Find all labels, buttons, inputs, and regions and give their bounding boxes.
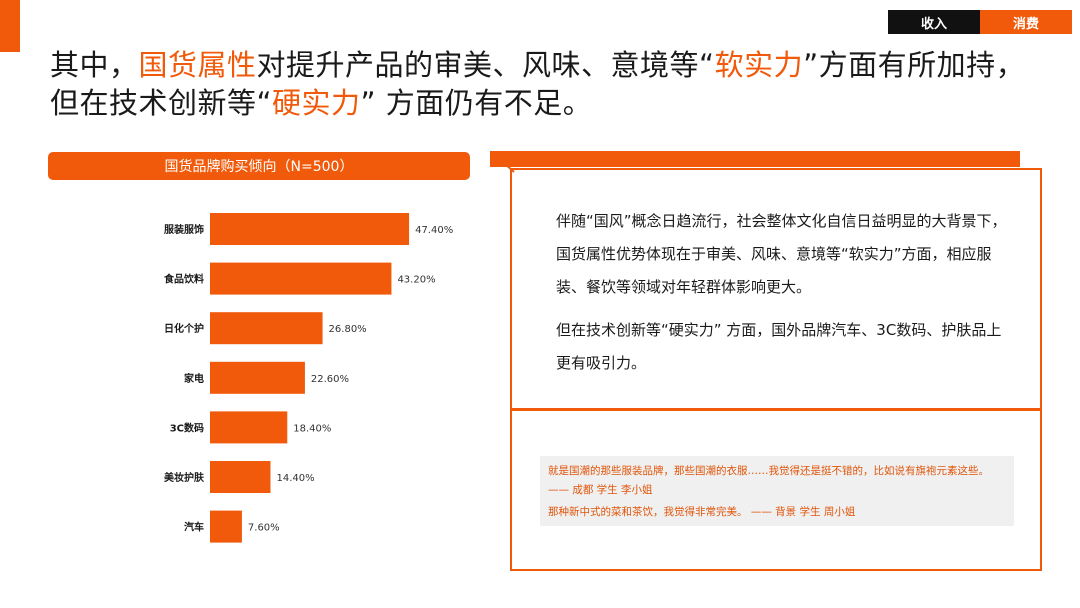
bar-chart: 服装服饰 47.40% 食品饮料 43.20% 日化个护 26.80% 家电 22.60% 3C… (163, 213, 453, 543)
title-part-4: ” 方面仍有不足。 (360, 86, 593, 120)
analysis-paragraph-2: 但在技术创新等“硬实力” 方面，国外品牌汽车、3C数码、护肤品上更有吸引力。 (556, 321, 1002, 372)
bar (210, 262, 392, 295)
title-part-3: ”方面有所加持，但在技术创新等“ (50, 48, 1026, 120)
value-label: 7.60% (248, 523, 280, 534)
value-label: 14.40% (276, 473, 314, 484)
quote-box: 就是国潮的那些服装品牌，那些国潮的衣服……我觉得还是挺不错的，比如说有旗袍元素这… (540, 456, 1014, 526)
tab-income[interactable]: 收入 (888, 10, 980, 34)
panel-decor-band (490, 151, 1020, 167)
quote-1: 就是国潮的那些服装品牌，那些国潮的衣服……我觉得还是挺不错的，比如说有旗袍元素这… (548, 465, 989, 496)
bar (210, 213, 410, 245)
top-tab-bar: 收入 消费 (888, 10, 1072, 34)
chart-title: 国货品牌购买倾向（N=500） (48, 152, 470, 180)
bar (210, 510, 242, 543)
value-label: 22.60% (311, 374, 349, 385)
value-label: 26.80% (329, 324, 367, 335)
corner-accent-mark (0, 0, 20, 52)
value-label: 18.40% (293, 423, 331, 434)
title-highlight-3: 硬实力 (272, 86, 361, 120)
title-highlight-2: 软实力 (714, 48, 804, 82)
title-highlight-1: 国货属性 (138, 48, 257, 82)
panel-corner-connector (492, 152, 515, 173)
bar (210, 411, 288, 444)
title-part-1: 其中， (50, 48, 139, 82)
category-label: 日化个护 (164, 322, 204, 335)
category-label: 3C数码 (170, 421, 204, 434)
analysis-paragraph-1: 伴随“国风”概念日趋流行，社会整体文化自信日益明显的大背景下，国货属性优势体现在… (556, 212, 1007, 296)
quote-2: 那种新中式的菜和茶饮，我觉得非常完美。 —— 背景 学生 周小姐 (548, 506, 856, 518)
category-label: 美妆护肤 (164, 471, 205, 484)
bar (210, 312, 323, 345)
page-title: 其中，国货属性对提升产品的审美、风味、意境等“软实力”方面有所加持，但在技术创新… (50, 46, 1050, 122)
value-label: 43.20% (397, 275, 435, 286)
category-label: 家电 (184, 372, 204, 385)
bar (210, 461, 271, 493)
value-label: 47.40% (415, 225, 453, 236)
text-panel (510, 168, 1042, 410)
tab-consume[interactable]: 消费 (980, 10, 1072, 34)
bar (210, 361, 305, 394)
category-label: 食品饮料 (163, 273, 204, 286)
title-part-2: 对提升产品的审美、风味、意境等“ (256, 48, 715, 82)
category-label: 服装服饰 (164, 223, 204, 236)
category-label: 汽车 (184, 521, 204, 534)
